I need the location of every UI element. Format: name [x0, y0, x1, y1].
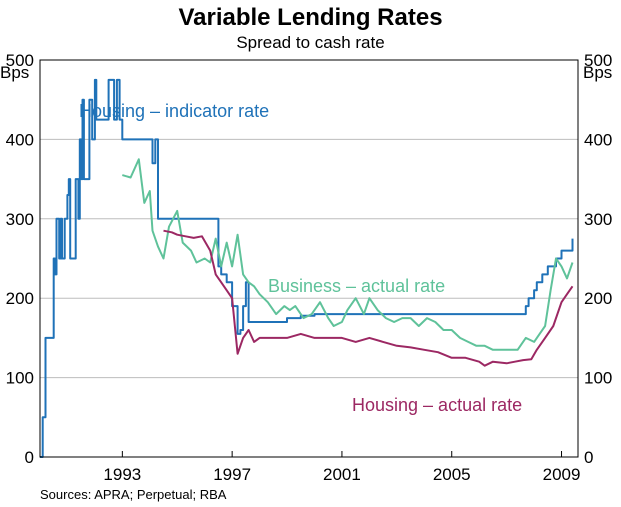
y-tick-left-300: 300 — [6, 210, 34, 229]
chart-subtitle: Spread to cash rate — [236, 33, 385, 52]
y-axis-unit-left: Bps — [0, 63, 29, 82]
y-axis-unit-right: Bps — [583, 63, 612, 82]
series-label-business-actual: Business – actual rate — [268, 276, 445, 296]
series-label-housing-indicator: Housing – indicator rate — [79, 101, 269, 121]
series-line-2 — [163, 229, 574, 367]
chart-title: Variable Lending Rates — [178, 4, 443, 31]
x-tick-1993: 1993 — [103, 465, 141, 484]
x-tick-2005: 2005 — [433, 465, 471, 484]
y-tick-right-0: 0 — [584, 448, 593, 467]
y-tick-right-100: 100 — [584, 369, 612, 388]
y-tick-left-400: 400 — [6, 130, 34, 149]
x-tick-2001: 2001 — [323, 465, 361, 484]
series-line-0 — [40, 78, 574, 458]
y-tick-right-400: 400 — [584, 130, 612, 149]
series-line-1 — [122, 158, 574, 351]
x-tick-1997: 1997 — [213, 465, 251, 484]
y-tick-left-100: 100 — [6, 369, 34, 388]
series-label-housing-actual: Housing – actual rate — [352, 395, 522, 415]
y-tick-right-300: 300 — [584, 210, 612, 229]
plot-frame — [39, 59, 579, 458]
y-tick-left-500: 500 — [6, 51, 34, 70]
sources-note: Sources: APRA; Perpetual; RBA — [40, 487, 227, 502]
y-tick-left-200: 200 — [6, 289, 34, 308]
y-tick-left-0: 0 — [25, 448, 34, 467]
y-tick-right-500: 500 — [584, 51, 612, 70]
y-tick-right-200: 200 — [584, 289, 612, 308]
x-tick-2009: 2009 — [543, 465, 581, 484]
